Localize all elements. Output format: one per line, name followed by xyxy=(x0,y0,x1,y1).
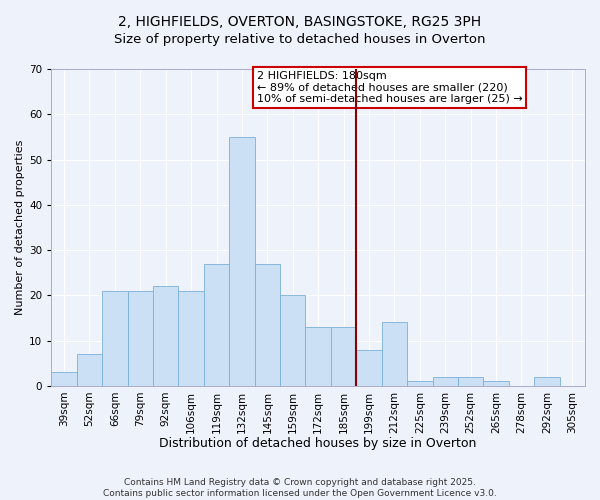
Bar xyxy=(433,377,458,386)
Y-axis label: Number of detached properties: Number of detached properties xyxy=(15,140,25,315)
Bar xyxy=(102,291,128,386)
Bar xyxy=(77,354,102,386)
Bar xyxy=(229,137,254,386)
Text: 2, HIGHFIELDS, OVERTON, BASINGSTOKE, RG25 3PH: 2, HIGHFIELDS, OVERTON, BASINGSTOKE, RG2… xyxy=(118,15,482,29)
Bar xyxy=(178,291,204,386)
Bar xyxy=(128,291,153,386)
Text: Contains HM Land Registry data © Crown copyright and database right 2025.
Contai: Contains HM Land Registry data © Crown c… xyxy=(103,478,497,498)
Bar xyxy=(484,382,509,386)
Bar xyxy=(280,296,305,386)
Bar xyxy=(382,322,407,386)
Bar xyxy=(458,377,484,386)
Bar xyxy=(534,377,560,386)
Text: 2 HIGHFIELDS: 180sqm
← 89% of detached houses are smaller (220)
10% of semi-deta: 2 HIGHFIELDS: 180sqm ← 89% of detached h… xyxy=(257,70,523,104)
Bar xyxy=(356,350,382,386)
X-axis label: Distribution of detached houses by size in Overton: Distribution of detached houses by size … xyxy=(160,437,477,450)
Bar xyxy=(52,372,77,386)
Bar xyxy=(254,264,280,386)
Bar xyxy=(331,327,356,386)
Bar xyxy=(305,327,331,386)
Text: Size of property relative to detached houses in Overton: Size of property relative to detached ho… xyxy=(114,32,486,46)
Bar xyxy=(407,382,433,386)
Bar xyxy=(204,264,229,386)
Bar xyxy=(153,286,178,386)
